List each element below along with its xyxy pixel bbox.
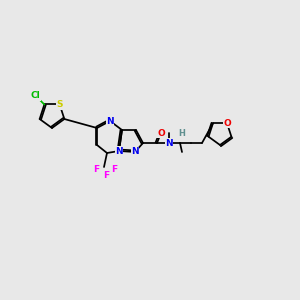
Text: O: O xyxy=(223,119,231,128)
Text: N: N xyxy=(131,148,139,157)
Text: F: F xyxy=(93,164,99,173)
Text: S: S xyxy=(56,100,63,109)
Text: O: O xyxy=(157,128,165,137)
Text: N: N xyxy=(165,139,173,148)
Text: N: N xyxy=(106,116,114,125)
Text: N: N xyxy=(115,146,123,155)
Text: Cl: Cl xyxy=(31,91,40,100)
Text: F: F xyxy=(103,172,109,181)
Text: H: H xyxy=(178,130,185,139)
Text: F: F xyxy=(111,166,117,175)
